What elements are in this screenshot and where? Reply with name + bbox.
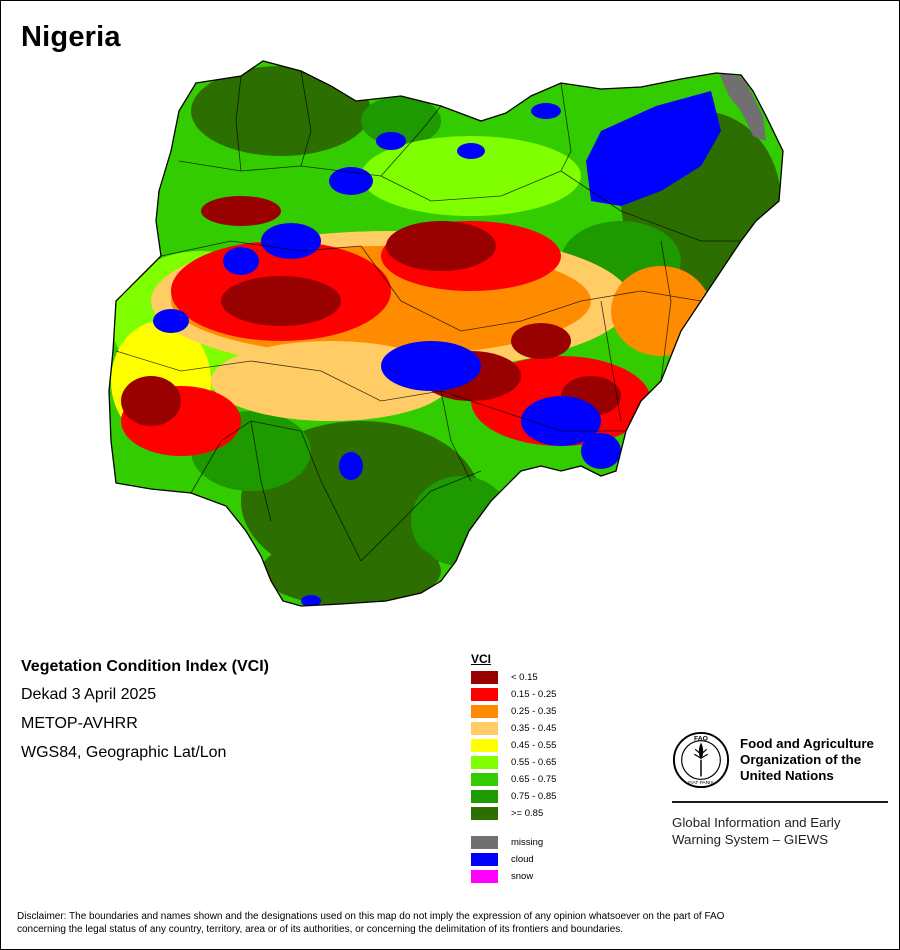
legend-label: 0.45 - 0.55: [511, 740, 557, 751]
legend-label: < 0.15: [511, 672, 538, 683]
missing-data-patch: [719, 73, 766, 141]
giews-name: Global Information and Early Warning Sys…: [672, 814, 890, 848]
fao-org-line: United Nations: [740, 768, 834, 783]
projection-label: WGS84, Geographic Lat/Lon: [21, 744, 227, 761]
fao-divider: [672, 801, 888, 803]
legend-swatch: [471, 773, 498, 786]
legend-entry: 0.45 - 0.55: [471, 737, 556, 754]
fao-logo-icon: FAO FIAT PANIS: [672, 731, 730, 789]
legend-swatch: [471, 853, 498, 866]
vci-map: [1, 56, 899, 636]
legend-label: 0.35 - 0.45: [511, 723, 557, 734]
sensor-label: METOP-AVHRR: [21, 715, 138, 732]
legend-entry: 0.15 - 0.25: [471, 686, 556, 703]
legend-entry-missing: missing: [471, 834, 556, 851]
legend-entry: 0.55 - 0.65: [471, 754, 556, 771]
disclaimer-line: Disclaimer: The boundaries and names sho…: [17, 911, 725, 922]
fao-org-name: Food and Agriculture Organization of the…: [740, 736, 874, 784]
legend-swatch: [471, 671, 498, 684]
legend-label: 0.55 - 0.65: [511, 757, 557, 768]
legend-entry: 0.75 - 0.85: [471, 788, 556, 805]
legend-label: 0.25 - 0.35: [511, 706, 557, 717]
fao-branding: FAO FIAT PANIS Food and Agriculture Orga…: [672, 731, 890, 848]
legend-label: >= 0.85: [511, 808, 544, 819]
fao-org-line: Food and Agriculture: [740, 736, 874, 751]
legend-entry-cloud: cloud: [471, 851, 556, 868]
giews-line: Global Information and Early: [672, 815, 841, 830]
fao-logo-motto: FIAT PANIS: [688, 780, 714, 786]
map-title: Nigeria: [21, 21, 121, 53]
period-label: Dekad 3 April 2025: [21, 686, 157, 703]
map-info-block: Vegetation Condition Index (VCI) Dekad 3…: [21, 658, 269, 773]
legend-label: 0.15 - 0.25: [511, 689, 557, 700]
index-heading: Vegetation Condition Index (VCI): [21, 658, 269, 675]
legend-entry: >= 0.85: [471, 805, 556, 822]
vci-legend: VCI < 0.15 0.15 - 0.25 0.25 - 0.35 0.35 …: [471, 652, 556, 885]
fao-org-line: Organization of the: [740, 752, 862, 767]
legend-swatch: [471, 688, 498, 701]
fao-logo-letter: FAO: [694, 736, 708, 743]
legend-label: cloud: [511, 854, 534, 865]
legend-entry-snow: snow: [471, 868, 556, 885]
legend-label: 0.65 - 0.75: [511, 774, 557, 785]
legend-entry: < 0.15: [471, 669, 556, 686]
cloud-patch-northeast: [586, 91, 721, 206]
legend-swatch: [471, 705, 498, 718]
legend-swatch: [471, 807, 498, 820]
legend-swatch: [471, 756, 498, 769]
legend-entry: 0.65 - 0.75: [471, 771, 556, 788]
legend-entry: 0.35 - 0.45: [471, 720, 556, 737]
admin-boundaries: [115, 70, 741, 562]
legend-swatch: [471, 836, 498, 849]
legend-swatch: [471, 739, 498, 752]
legend-swatch: [471, 722, 498, 735]
disclaimer-text: Disclaimer: The boundaries and names sho…: [17, 910, 889, 936]
legend-entry: 0.25 - 0.35: [471, 703, 556, 720]
legend-label: missing: [511, 837, 544, 848]
legend-label: 0.75 - 0.85: [511, 791, 557, 802]
legend-title: VCI: [471, 652, 492, 666]
legend-swatch: [471, 790, 498, 803]
legend-swatch: [471, 870, 498, 883]
giews-line: Warning System – GIEWS: [672, 832, 829, 847]
disclaimer-line: concerning the legal status of any count…: [17, 924, 624, 935]
legend-label: snow: [511, 871, 534, 882]
